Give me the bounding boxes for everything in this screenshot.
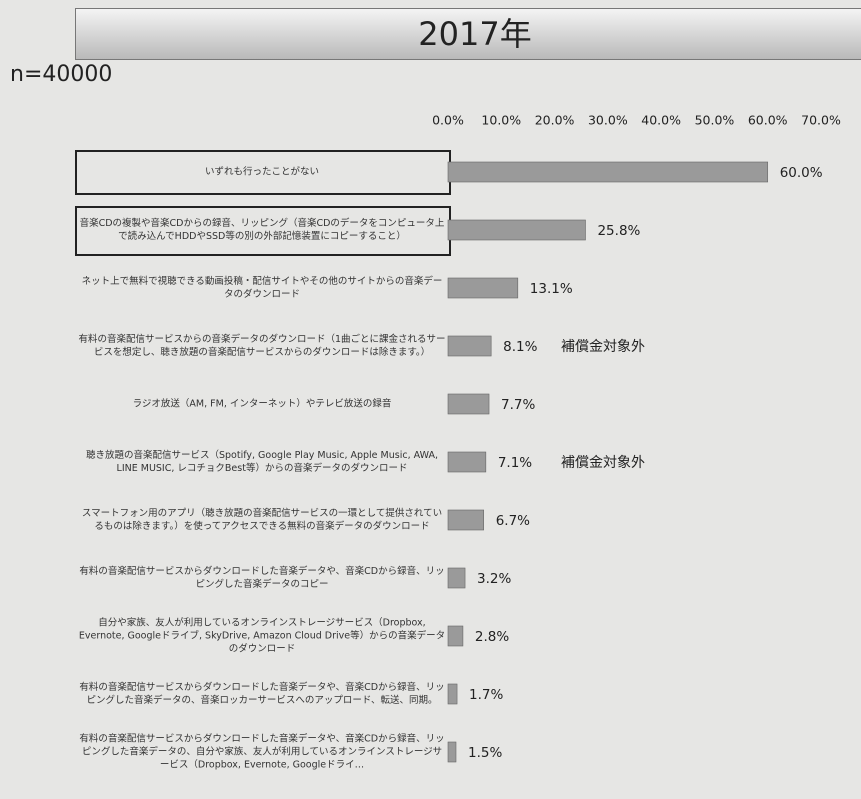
- chart-title: 2017年: [75, 8, 861, 60]
- value-label: 60.0%: [780, 165, 823, 181]
- category-label: スマートフォン用のアプリ（聴き放題の音楽配信サービスの一環として提供されているも…: [81, 508, 443, 532]
- value-label: 1.5%: [468, 745, 502, 761]
- bar: [447, 567, 466, 589]
- value-label: 7.7%: [501, 397, 535, 413]
- category-label: 有料の音楽配信サービスからダウンロードした音楽データや、音楽CDから録音、リッピ…: [79, 733, 445, 771]
- bar: [447, 683, 458, 705]
- category-label: ラジオ放送（AM, FM, インターネット）やテレビ放送の録音: [132, 398, 392, 410]
- sample-size: n=40000: [10, 62, 113, 87]
- value-label: 6.7%: [496, 513, 530, 529]
- category-label: 音楽CDの複製や音楽CDからの録音、リッピング（音楽CDのデータをコンピュータ上…: [79, 218, 445, 242]
- category-label: ネット上で無料で視聴できる動画投稿・配信サイトやその他のサイトからの音楽データの…: [81, 276, 443, 300]
- x-tick-label: 70.0%: [801, 113, 841, 128]
- bar: [447, 161, 769, 183]
- annotation: 補償金対象外: [561, 339, 645, 355]
- category-label: いずれも行ったことがない: [204, 166, 319, 178]
- bar: [447, 625, 464, 647]
- category-label: 有料の音楽配信サービスからの音楽データのダウンロード（1曲ごとに課金されるサービ…: [78, 334, 446, 358]
- x-tick-label: 0.0%: [432, 113, 464, 128]
- value-label: 8.1%: [503, 339, 537, 355]
- value-label: 7.1%: [498, 455, 532, 471]
- bar: [447, 509, 485, 531]
- value-label: 3.2%: [477, 571, 511, 587]
- x-tick-label: 30.0%: [588, 113, 628, 128]
- x-tick-label: 20.0%: [535, 113, 575, 128]
- x-tick-label: 40.0%: [641, 113, 681, 128]
- x-tick-label: 50.0%: [695, 113, 735, 128]
- category-label: 有料の音楽配信サービスからダウンロードした音楽データや、音楽CDから録音、リッピ…: [79, 566, 445, 590]
- category-label: 聴き放題の音楽配信サービス（Spotify, Google Play Music…: [85, 450, 438, 474]
- x-tick-label: 10.0%: [481, 113, 521, 128]
- bar: [447, 277, 519, 299]
- x-tick-label: 60.0%: [748, 113, 788, 128]
- value-label: 13.1%: [530, 281, 573, 297]
- category-label: 自分や家族、友人が利用しているオンラインストレージサービス（Dropbox, E…: [78, 617, 446, 655]
- category-label: 有料の音楽配信サービスからダウンロードした音楽データや、音楽CDから録音、リッピ…: [79, 682, 445, 706]
- value-label: 25.8%: [597, 223, 640, 239]
- value-label: 1.7%: [469, 687, 503, 703]
- bar: [447, 741, 457, 763]
- bar: [447, 393, 490, 415]
- bar: [447, 219, 586, 241]
- value-label: 2.8%: [475, 629, 509, 645]
- bar: [447, 335, 492, 357]
- annotation: 補償金対象外: [561, 455, 645, 471]
- bar: [447, 451, 487, 473]
